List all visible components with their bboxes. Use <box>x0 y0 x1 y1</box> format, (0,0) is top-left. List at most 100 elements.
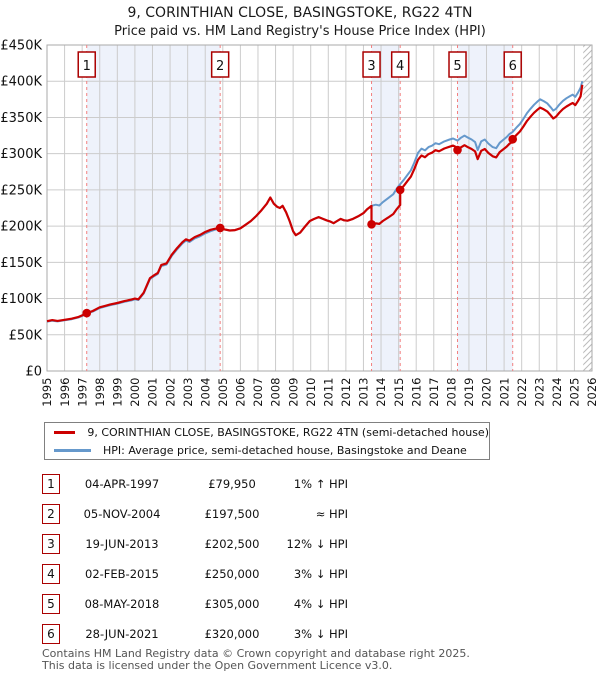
transaction-number: 4 <box>42 564 60 584</box>
y-axis-label: £350K <box>0 111 42 126</box>
x-axis-label: 2015 <box>392 378 406 407</box>
transaction-hpi-relation: 12% ↓ HPI <box>286 537 348 551</box>
transaction-date: 19-JUN-2013 <box>85 537 159 551</box>
x-axis-label: 2019 <box>462 378 476 407</box>
x-axis-label: 2025 <box>568 378 582 407</box>
transaction-number: 1 <box>42 474 60 494</box>
transaction-price: £202,500 <box>204 537 260 551</box>
transactions-table: 1 04-APR-1997 £79,950 1% ↑ HPI 2 05-NOV-2004 £… <box>42 474 562 644</box>
transaction-hpi-relation: 3% ↓ HPI <box>293 627 348 641</box>
future-hatch-region <box>583 45 592 371</box>
price-line-swatch <box>54 430 76 434</box>
sale-marker-box <box>77 51 96 78</box>
transaction-price: £250,000 <box>204 567 260 581</box>
x-axis-label: 2018 <box>445 378 459 407</box>
transaction-number: 3 <box>42 534 60 554</box>
shaded-band <box>457 45 513 371</box>
sale-dot <box>82 308 92 318</box>
x-axis-label: 2026 <box>585 378 599 407</box>
sale-dot <box>508 134 518 144</box>
y-axis-label: £0 <box>25 365 42 380</box>
price-chart-svg: 1 2 3 4 5 6 £0 £50K £100K £150K £200K £250K £300K £35… <box>0 39 599 407</box>
x-axis-label: 2001 <box>146 378 160 407</box>
transaction-date: 04-APR-1997 <box>84 477 160 491</box>
transaction-row: 5 08-MAY-2018 £305,000 4% ↓ HPI <box>42 594 562 616</box>
x-axis-label: 2006 <box>234 378 248 407</box>
x-axis-label: 1998 <box>93 378 107 407</box>
transaction-price: £197,500 <box>204 507 260 521</box>
sale-dot <box>395 185 405 195</box>
sale-marker-box <box>503 51 522 78</box>
sale-marker-number: 4 <box>396 59 404 74</box>
y-axis-label: £200K <box>0 220 42 235</box>
y-axis-label: £100K <box>0 292 42 307</box>
transaction-hpi-relation: 1% ↑ HPI <box>293 477 348 491</box>
x-axis-label: 2012 <box>339 378 353 407</box>
sale-dot <box>215 223 225 233</box>
legend-item-hpi: HPI: Average price, semi-detached house,… <box>54 443 489 457</box>
x-axis-label: 2007 <box>251 378 265 407</box>
transaction-row: 1 04-APR-1997 £79,950 1% ↑ HPI <box>42 474 562 496</box>
footer-line2: This data is licensed under the Open Gov… <box>42 658 393 672</box>
transaction-row: 4 02-FEB-2015 £250,000 3% ↓ HPI <box>42 564 562 586</box>
x-axis-label: 2022 <box>515 378 529 407</box>
transaction-date: 08-MAY-2018 <box>84 597 160 611</box>
x-axis-label: 2024 <box>550 378 564 407</box>
sale-marker-number: 1 <box>83 59 91 74</box>
x-axis-label: 2016 <box>409 378 423 407</box>
sale-marker-number: 5 <box>453 59 461 74</box>
shaded-band <box>86 45 221 371</box>
y-axis-label: £400K <box>0 75 42 90</box>
page-title: 9, CORINTHIAN CLOSE, BASINGSTOKE, RG22 4… <box>127 5 473 21</box>
x-axis-label: 2009 <box>286 378 300 407</box>
x-axis-label: 2003 <box>181 378 195 407</box>
sale-marker-box <box>362 51 381 78</box>
y-axis-label: £150K <box>0 256 42 271</box>
x-axis-label: 2023 <box>532 378 546 407</box>
x-axis-label: 2020 <box>480 378 494 407</box>
legend-label-property: 9, CORINTHIAN CLOSE, BASINGSTOKE, RG22 4… <box>87 425 489 439</box>
x-axis-label: 2008 <box>269 378 283 407</box>
page-subtitle: Price paid vs. HM Land Registry's House … <box>114 24 486 39</box>
plot-frame <box>46 44 593 372</box>
x-axis-label: 2010 <box>304 378 318 407</box>
x-axis-label: 2021 <box>497 377 511 406</box>
x-axis-label: 1999 <box>111 378 125 407</box>
sale-marker-box <box>390 51 410 78</box>
transaction-price: £305,000 <box>204 597 260 611</box>
transaction-date: 02-FEB-2015 <box>85 567 159 581</box>
sale-marker-box <box>448 51 467 78</box>
y-axis-label: £300K <box>0 147 42 162</box>
transaction-hpi-relation: ≈ HPI <box>315 507 348 521</box>
legend-item-property: 9, CORINTHIAN CLOSE, BASINGSTOKE, RG22 4… <box>54 425 489 439</box>
x-axis-label: 2013 <box>357 378 371 407</box>
x-axis-label: 1997 <box>75 378 89 407</box>
price-chart: 1 2 3 4 5 6 £0 £50K £100K £150K £200K £250K £300K £35… <box>0 39 599 407</box>
x-axis-label: 2014 <box>374 378 388 407</box>
transaction-date: 28-JUN-2021 <box>85 627 159 641</box>
footer-line1: Contains HM Land Registry data © Crown c… <box>42 647 470 660</box>
sale-dot <box>453 145 462 155</box>
transaction-number: 6 <box>42 624 60 644</box>
license-footer: Contains HM Land Registry data © Crown c… <box>42 648 582 671</box>
sale-marker-number: 3 <box>367 59 375 74</box>
transaction-hpi-relation: 4% ↓ HPI <box>293 597 348 611</box>
x-axis-label: 2017 <box>427 378 441 407</box>
x-axis-label: 1995 <box>40 378 54 407</box>
sale-dot <box>367 220 376 229</box>
sale-marker-number: 2 <box>216 59 224 74</box>
y-axis-label: £250K <box>0 183 42 198</box>
transaction-row: 2 05-NOV-2004 £197,500 ≈ HPI <box>42 504 562 526</box>
hpi-line-swatch <box>54 448 91 452</box>
transaction-number: 2 <box>42 504 60 524</box>
x-axis-label: 2002 <box>163 378 177 407</box>
y-axis-label: £450K <box>0 39 42 54</box>
sale-marker-box <box>210 51 230 78</box>
shaded-band <box>371 45 401 371</box>
transaction-row: 6 28-JUN-2021 £320,000 3% ↓ HPI <box>42 624 562 646</box>
transaction-date: 05-NOV-2004 <box>83 507 161 521</box>
y-axis-label: £50K <box>9 328 43 343</box>
x-axis-label: 2011 <box>321 378 335 407</box>
chart-legend: 9, CORINTHIAN CLOSE, BASINGSTOKE, RG22 4… <box>44 422 490 460</box>
x-axis-label: 1996 <box>58 378 72 407</box>
